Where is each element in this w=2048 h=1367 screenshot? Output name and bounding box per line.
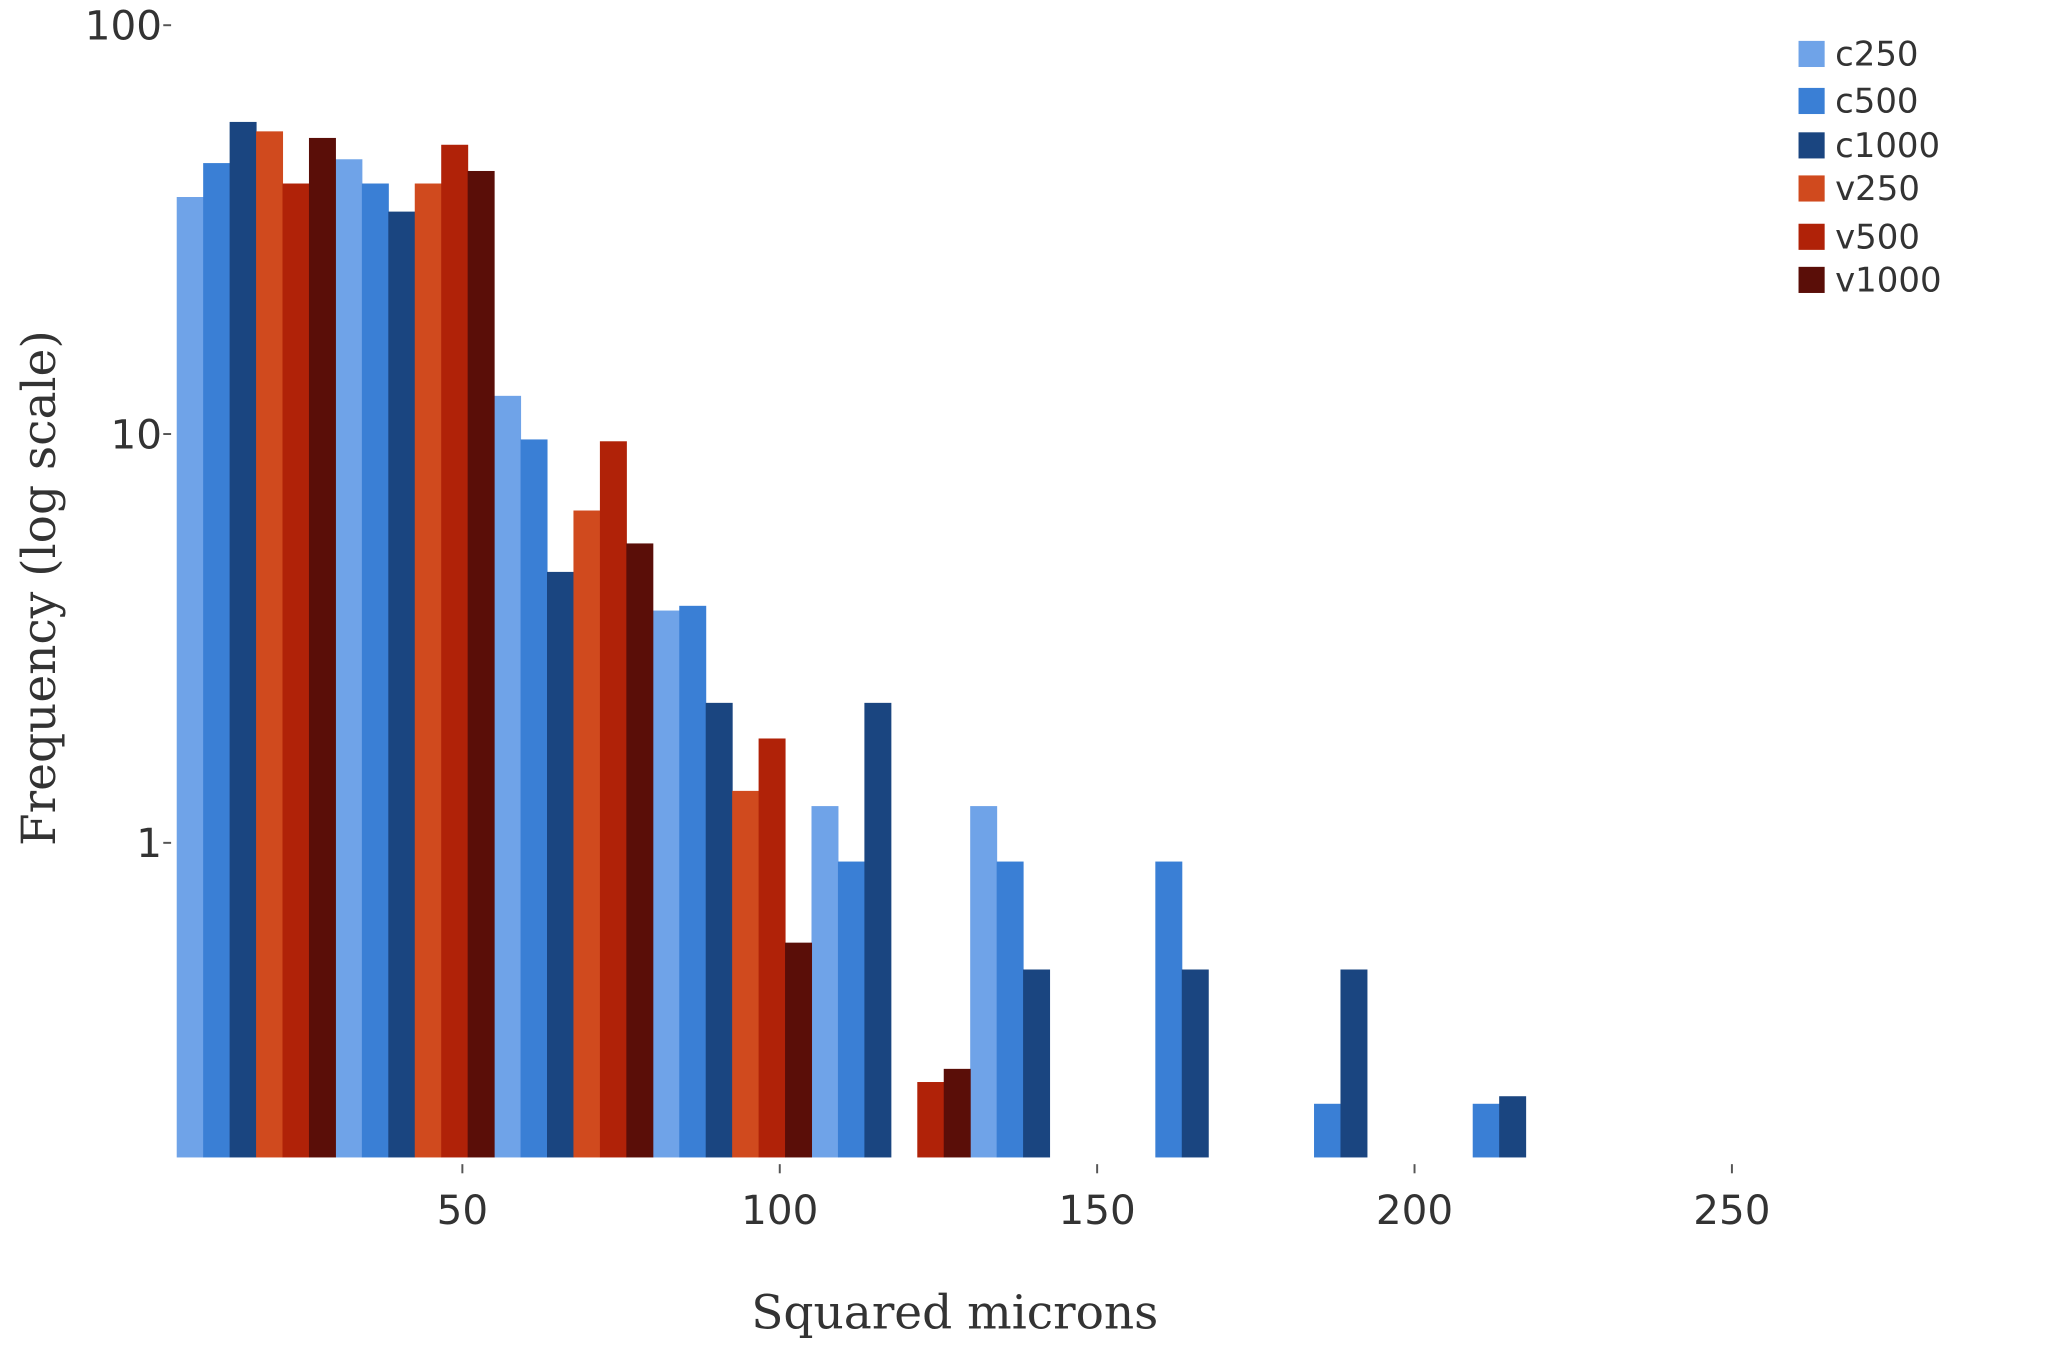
x-tick-label: 100 — [741, 1186, 818, 1234]
legend-item-c500: c500 — [1798, 82, 1919, 122]
bar-v1000-bin-4 — [785, 942, 813, 1158]
bar-c500-bin-5 — [837, 861, 865, 1158]
legend-label: c1000 — [1835, 126, 1940, 166]
bar-v250-bin-2 — [414, 183, 442, 1158]
bar-c500-bin-3 — [520, 439, 548, 1158]
legend-swatch — [1798, 87, 1825, 115]
bar-c1000-bin-8 — [1340, 969, 1368, 1158]
legend-label: v1000 — [1835, 261, 1941, 301]
bar-c500-bin-7 — [1155, 861, 1183, 1158]
bar-v1000-bin-2 — [467, 170, 495, 1158]
x-tick-label: 200 — [1376, 1186, 1453, 1234]
bar-v1000-bin-5 — [943, 1068, 971, 1158]
legend-item-c250: c250 — [1798, 35, 1919, 75]
bar-v250-bin-4 — [732, 790, 760, 1158]
bar-v500-bin-3 — [599, 441, 627, 1158]
legend-item-v1000: v1000 — [1798, 261, 1942, 301]
bar-c250-bin-4 — [652, 610, 680, 1158]
y-tick-label: 100 — [85, 2, 162, 50]
bar-c500-bin-1 — [203, 163, 231, 1158]
bar-c500-bin-8 — [1314, 1103, 1341, 1158]
y-axis: 1 10 100 — [85, 2, 172, 867]
bar-c1000-bin-4 — [705, 702, 733, 1158]
y-tick-label: 1 — [136, 819, 162, 867]
bar-c250-bin-6 — [970, 806, 998, 1158]
bar-c1000-bin-5 — [864, 702, 892, 1158]
bar-c500-bin-6 — [996, 861, 1024, 1158]
bar-c250-bin-1 — [176, 197, 204, 1158]
legend-item-v500: v500 — [1798, 218, 1920, 258]
bar-v1000-bin-3 — [626, 543, 654, 1158]
bar-v500-bin-5 — [917, 1082, 945, 1158]
bar-v250-bin-1 — [256, 131, 284, 1158]
legend-item-c1000: c1000 — [1798, 126, 1940, 166]
legend-label: v250 — [1835, 169, 1920, 209]
legend-swatch — [1798, 223, 1825, 250]
bar-c1000-bin-6 — [1023, 969, 1051, 1158]
legend-label: c500 — [1835, 82, 1918, 122]
bar-v500-bin-2 — [441, 144, 469, 1158]
bars-layer — [176, 121, 1527, 1158]
legend-swatch — [1798, 132, 1825, 159]
bar-c1000-bin-7 — [1181, 969, 1209, 1158]
bar-c1000-bin-1 — [229, 121, 257, 1158]
x-axis-title: Squared microns — [751, 1286, 1158, 1341]
legend-swatch — [1798, 40, 1825, 68]
legend-item-v250: v250 — [1798, 169, 1920, 209]
legend-swatch — [1798, 175, 1825, 202]
y-tick-label: 10 — [110, 410, 162, 458]
bar-c250-bin-3 — [494, 395, 522, 1158]
bar-c500-bin-4 — [679, 605, 707, 1158]
legend-label: v500 — [1835, 218, 1920, 258]
x-tick-label: 50 — [437, 1186, 489, 1234]
x-tick-label: 250 — [1693, 1186, 1770, 1234]
bar-c250-bin-5 — [811, 806, 839, 1158]
bar-c500-bin-2 — [361, 183, 389, 1158]
bar-c1000-bin-3 — [547, 571, 574, 1158]
bar-v250-bin-3 — [573, 510, 601, 1158]
x-tick-label: 150 — [1059, 1186, 1136, 1234]
bar-v500-bin-4 — [758, 738, 786, 1158]
bar-c1000-bin-9 — [1499, 1096, 1527, 1158]
bar-c500-bin-9 — [1472, 1103, 1500, 1158]
legend-swatch — [1798, 266, 1825, 293]
legend-label: c250 — [1835, 35, 1918, 75]
x-axis: 50 100 150 200 250 — [437, 1164, 1771, 1234]
bar-v500-bin-1 — [282, 183, 310, 1158]
bar-c1000-bin-2 — [388, 211, 416, 1158]
bar-c250-bin-2 — [335, 159, 363, 1158]
bar-v1000-bin-1 — [308, 137, 336, 1158]
y-axis-title: Frequency (log scale) — [12, 330, 67, 846]
